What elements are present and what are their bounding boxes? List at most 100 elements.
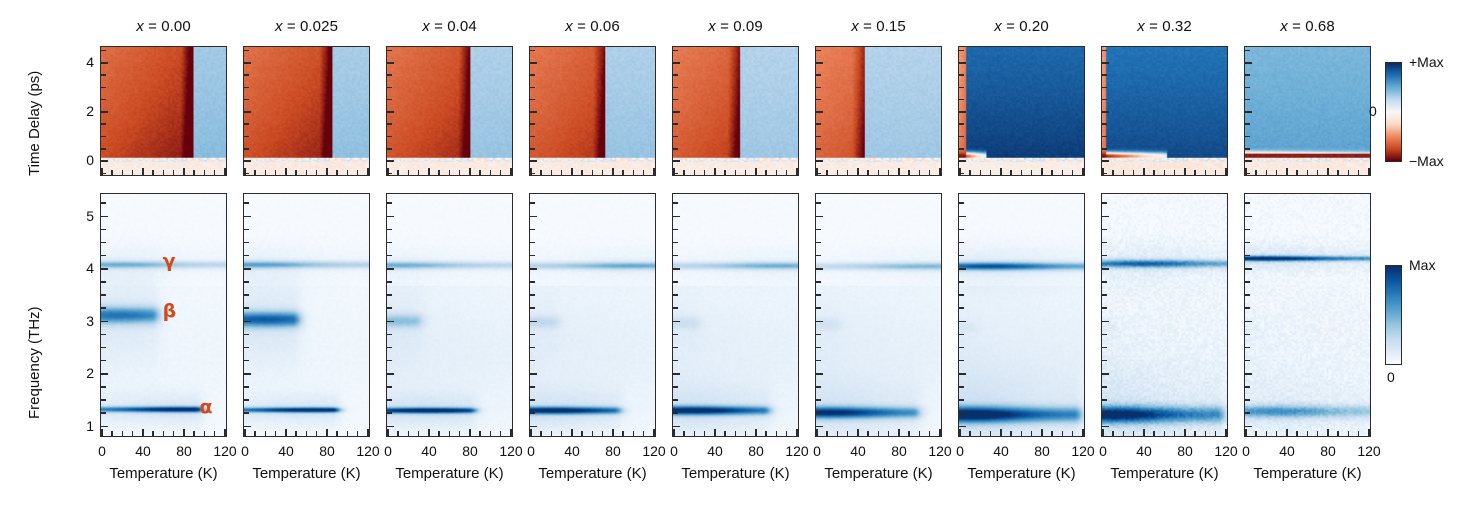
tick-bot-y-minor-1-4 bbox=[244, 346, 249, 349]
tick-bot-x-8-2 bbox=[1265, 431, 1267, 436]
tick-bot-y-minor-7-0 bbox=[1102, 412, 1107, 414]
heatmap-bottom-5[interactable] bbox=[815, 193, 942, 437]
tick-top-y-major-8-0 bbox=[1245, 160, 1252, 163]
tick-bot-x-0-1 bbox=[111, 431, 113, 436]
tick-top-x-1-11 bbox=[356, 170, 359, 175]
tick-bot-y-minor-2-12 bbox=[387, 202, 392, 204]
tick-bot-y-major-0-1 bbox=[101, 373, 108, 375]
heatmap-bottom-1[interactable] bbox=[243, 193, 370, 437]
tick-bot-x-7-0 bbox=[1102, 429, 1104, 436]
tick-bot-x-3-4 bbox=[571, 429, 573, 436]
heatmap-bottom-2[interactable] bbox=[386, 193, 513, 437]
tick-top-x-3-1 bbox=[540, 170, 542, 175]
heatmap-bottom-8[interactable] bbox=[1244, 193, 1371, 437]
tick-label-bot-x-3-1: 40 bbox=[564, 443, 580, 459]
tick-label-bot-x-0-3: 120 bbox=[213, 443, 237, 459]
tick-top-x-3-11 bbox=[642, 170, 645, 175]
tick-bot-x-4-12 bbox=[796, 429, 798, 436]
tick-bot-x-6-6 bbox=[1020, 431, 1022, 436]
colorbar-label-top-divergent: +Max bbox=[1409, 54, 1444, 70]
tick-bot-y-minor-6-1 bbox=[959, 399, 964, 401]
tick-bot-x-8-1 bbox=[1255, 431, 1257, 436]
tick-bot-y-minor-7-8 bbox=[1102, 281, 1107, 283]
tick-bot-x-7-3 bbox=[1132, 431, 1135, 436]
tick-top-x-0-5 bbox=[152, 170, 154, 175]
tick-bot-x-0-12 bbox=[224, 429, 226, 436]
tick-top-x-6-6 bbox=[1020, 170, 1022, 175]
heatmap-top-5[interactable] bbox=[815, 46, 942, 176]
tick-bot-x-2-0 bbox=[387, 429, 389, 436]
tick-bot-y-major-5-0 bbox=[816, 425, 823, 428]
tick-top-y-minor-0-4 bbox=[101, 98, 106, 101]
heatmap-top-2[interactable] bbox=[386, 46, 513, 176]
tick-bot-y-major-7-0 bbox=[1102, 425, 1109, 428]
colorbar-label-bottom-divergent: −Max bbox=[1409, 153, 1444, 169]
heatmap-top-7[interactable] bbox=[1101, 46, 1228, 176]
tick-top-x-6-1 bbox=[969, 170, 971, 175]
xaxis-label-8: Temperature (K) bbox=[1253, 465, 1362, 482]
heatmap-bottom-3[interactable] bbox=[529, 193, 656, 437]
tick-bot-y-minor-4-3 bbox=[673, 359, 678, 362]
tick-top-y-minor-7-5 bbox=[1102, 86, 1107, 89]
heatmap-top-4[interactable] bbox=[672, 46, 799, 176]
tick-bot-y-minor-0-2 bbox=[101, 386, 106, 388]
heatmap-bottom-0[interactable] bbox=[100, 193, 227, 437]
tick-top-y-minor-7-3 bbox=[1102, 123, 1107, 125]
tick-bot-y-minor-6-9 bbox=[959, 254, 964, 257]
tick-bot-x-6-7 bbox=[1030, 431, 1033, 436]
column-title-6: x = 0.20 bbox=[994, 18, 1049, 35]
tick-bot-y-minor-1-3 bbox=[244, 359, 249, 362]
tick-bot-y-minor-4-11 bbox=[673, 228, 678, 231]
xaxis-label-0: Temperature (K) bbox=[109, 465, 218, 482]
tick-top-x-2-8 bbox=[469, 168, 471, 175]
tick-bot-x-8-0 bbox=[1245, 429, 1247, 436]
xaxis-label-2: Temperature (K) bbox=[395, 465, 504, 482]
tick-bot-y-minor-4-5 bbox=[673, 333, 678, 336]
heatmap-top-1[interactable] bbox=[243, 46, 370, 176]
heatmap-top-8[interactable] bbox=[1244, 46, 1371, 176]
tick-bot-y-minor-6-12 bbox=[959, 202, 964, 204]
tick-bot-x-7-7 bbox=[1173, 431, 1176, 436]
tick-bot-x-7-2 bbox=[1122, 431, 1124, 436]
tick-top-x-2-10 bbox=[489, 170, 491, 175]
heatmap-top-6[interactable] bbox=[958, 46, 1085, 176]
tick-label-bot-x-4-1: 40 bbox=[707, 443, 723, 459]
tick-top-x-7-5 bbox=[1153, 170, 1155, 175]
tick-top-y-minor-5-4 bbox=[816, 98, 821, 101]
heatmap-bottom-6[interactable] bbox=[958, 193, 1085, 437]
heatmap-top-0[interactable] bbox=[100, 46, 227, 176]
tick-label-bot-x-8-0: 0 bbox=[1242, 443, 1250, 459]
tick-top-x-3-5 bbox=[581, 170, 583, 175]
tick-top-x-7-9 bbox=[1194, 170, 1196, 175]
tick-top-x-2-6 bbox=[448, 170, 450, 175]
tick-top-y-minor-7-0 bbox=[1102, 172, 1107, 175]
tick-bot-y-minor-5-12 bbox=[816, 202, 821, 204]
tick-top-x-4-0 bbox=[673, 168, 675, 175]
heatmap-bottom-4[interactable] bbox=[672, 193, 799, 437]
tick-top-y-minor-1-7 bbox=[244, 49, 249, 52]
tick-bot-y-minor-4-2 bbox=[673, 386, 678, 388]
tick-top-y-minor-7-4 bbox=[1102, 98, 1107, 101]
tick-bot-y-minor-4-7 bbox=[673, 294, 678, 296]
tick-bot-x-4-9 bbox=[765, 431, 767, 436]
heatmap-top-3[interactable] bbox=[529, 46, 656, 176]
tick-top-y-minor-3-4 bbox=[530, 98, 535, 101]
colorbar-divergent[interactable] bbox=[1385, 62, 1402, 162]
heatmap-bottom-7[interactable] bbox=[1101, 193, 1228, 437]
tick-top-x-6-11 bbox=[1071, 170, 1074, 175]
colorbar-sequential[interactable] bbox=[1385, 265, 1402, 365]
tick-label-bot-x-3-3: 120 bbox=[642, 443, 666, 459]
tick-top-y-minor-4-0 bbox=[673, 172, 678, 175]
tick-bot-y-minor-0-11 bbox=[101, 228, 106, 231]
tick-top-x-8-5 bbox=[1296, 170, 1298, 175]
tick-bot-y-minor-7-1 bbox=[1102, 399, 1107, 401]
tick-bot-y-minor-7-12 bbox=[1102, 202, 1107, 204]
tick-bot-y-minor-5-5 bbox=[816, 333, 821, 336]
mode-annotation-alpha: α bbox=[199, 395, 213, 418]
tick-bot-x-0-2 bbox=[121, 431, 123, 436]
tick-bot-y-minor-7-10 bbox=[1102, 241, 1107, 244]
tick-top-y-minor-8-5 bbox=[1245, 86, 1250, 89]
tick-bot-y-minor-4-6 bbox=[673, 307, 678, 309]
tick-bot-x-2-8 bbox=[469, 429, 471, 436]
tick-bot-x-3-1 bbox=[540, 431, 542, 436]
